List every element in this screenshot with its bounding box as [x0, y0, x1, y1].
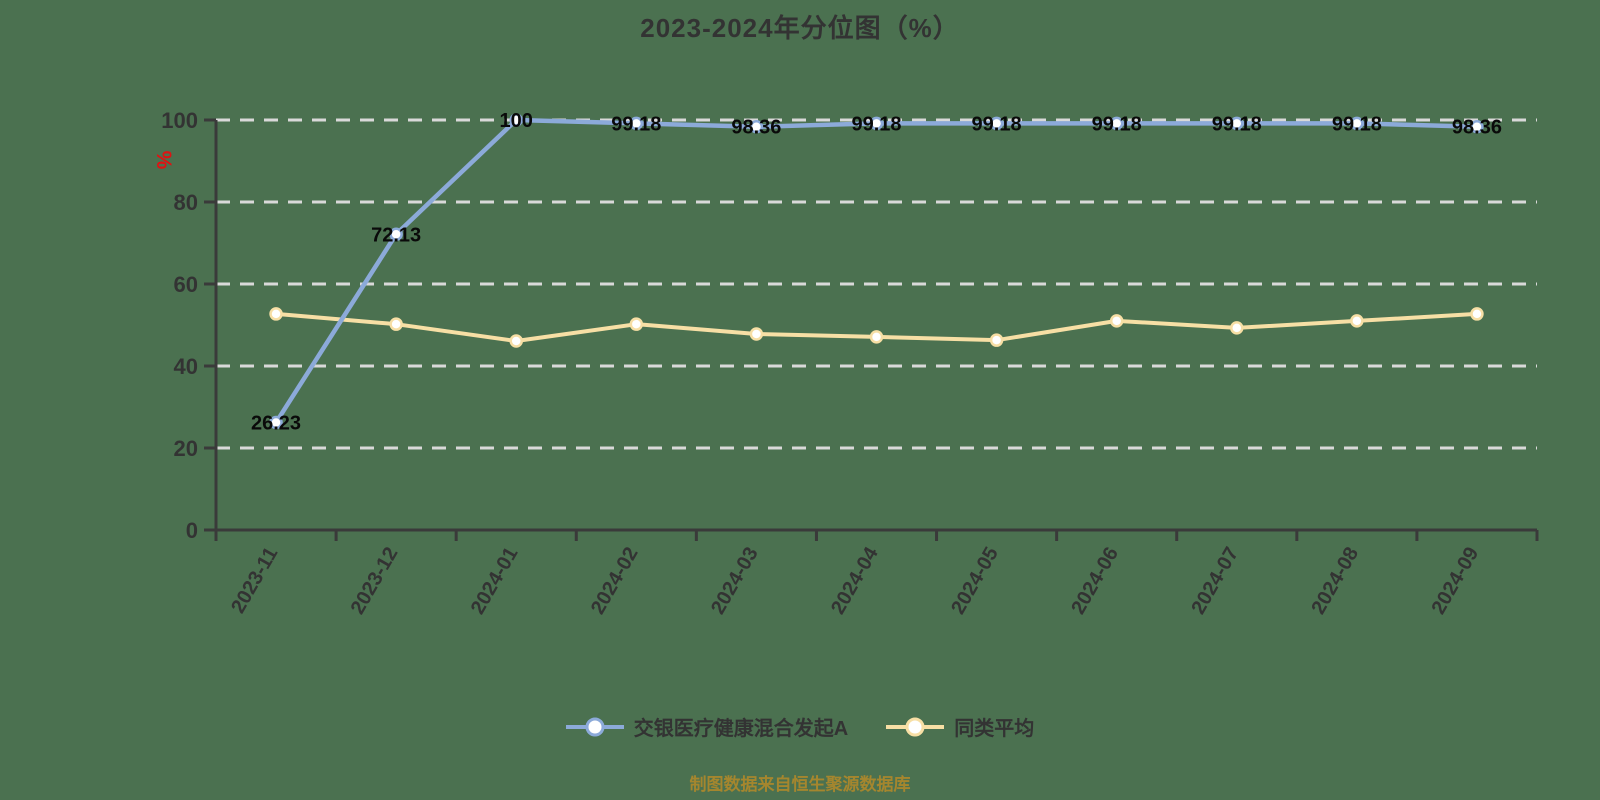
data-point-label: 26.23: [251, 412, 301, 434]
x-axis-label: 2024-03: [707, 544, 763, 619]
data-point-marker: [389, 227, 403, 242]
legend-item-1[interactable]: 同类平均: [886, 712, 1034, 741]
data-point-marker: [509, 113, 523, 127]
data-point-label: 99.18: [611, 113, 661, 135]
data-point-marker: [989, 116, 1004, 131]
x-axis-label: 2024-04: [827, 543, 883, 618]
data-point-marker: [269, 307, 283, 321]
legend-item-0[interactable]: 交银医疗健康混合发起A: [565, 712, 849, 741]
data-point-marker: [1230, 321, 1244, 335]
x-axis-label: 2024-08: [1307, 544, 1363, 619]
x-axis-label: 2024-02: [587, 544, 643, 619]
data-point-marker: [869, 330, 884, 344]
y-tick-label: 20: [174, 436, 198, 461]
data-point-marker: [1109, 116, 1124, 131]
legend-item-label: 同类平均: [954, 718, 1035, 740]
x-axis-label: 2024-09: [1428, 544, 1484, 619]
data-point-marker: [1470, 307, 1484, 321]
data-point-marker: [629, 116, 644, 131]
data-point-marker: [389, 317, 403, 331]
data-point-marker: [1350, 314, 1364, 328]
data-point-marker: [629, 317, 644, 331]
data-point-marker: [989, 333, 1004, 347]
x-axis-label: 2024-06: [1067, 544, 1123, 619]
chart-legend: 交银医疗健康混合发起A 同类平均: [0, 712, 1600, 741]
data-point-label: 99.18: [1212, 113, 1262, 135]
legend-line-marker-icon: [886, 717, 945, 736]
data-point-label: 99.18: [851, 113, 901, 135]
data-point-marker: [749, 119, 764, 134]
data-point-label: 99.18: [1092, 113, 1142, 135]
data-point-marker: [269, 415, 283, 430]
data-point-marker: [869, 116, 884, 131]
series-line-0: [273, 117, 1480, 425]
y-tick-label: 100: [161, 108, 198, 133]
y-tick-label: 80: [174, 190, 198, 215]
data-point-label: 100: [500, 110, 533, 132]
y-tick-label: 60: [174, 272, 198, 297]
x-axis-label: 2023-11: [227, 544, 282, 618]
data-point-marker: [1470, 119, 1484, 134]
x-axis-label: 2024-05: [947, 543, 1003, 618]
chart-title: 2023-2024年分位图（%）: [640, 13, 960, 43]
data-point-marker: [509, 334, 523, 348]
legend-item-label: 交银医疗健康混合发起A: [633, 718, 849, 740]
data-point-label: 99.18: [972, 113, 1022, 135]
data-point-marker: [1230, 116, 1244, 131]
data-point-marker: [1109, 314, 1124, 328]
legend-marker-circle: [905, 717, 925, 736]
y-tick-label: 40: [174, 354, 198, 379]
y-tick-label: 0: [186, 518, 198, 543]
data-point-marker: [1350, 116, 1364, 131]
x-axis-label: 2023-12: [347, 544, 403, 619]
data-source-note: 制图数据来自恒生聚源数据库: [689, 775, 911, 794]
data-point-label: 98.36: [731, 117, 781, 139]
data-point-label: 98.36: [1452, 117, 1502, 139]
y-axis-unit-label: %: [152, 151, 175, 170]
data-point-marker: [749, 327, 764, 341]
data-point-label: 72.13: [371, 224, 421, 246]
legend-marker-circle: [585, 717, 605, 736]
data-point-label: 99.18: [1332, 113, 1382, 135]
legend-line-marker-icon: [565, 717, 624, 736]
x-axis-label: 2024-01: [467, 544, 523, 619]
x-axis-label: 2024-07: [1187, 544, 1243, 619]
